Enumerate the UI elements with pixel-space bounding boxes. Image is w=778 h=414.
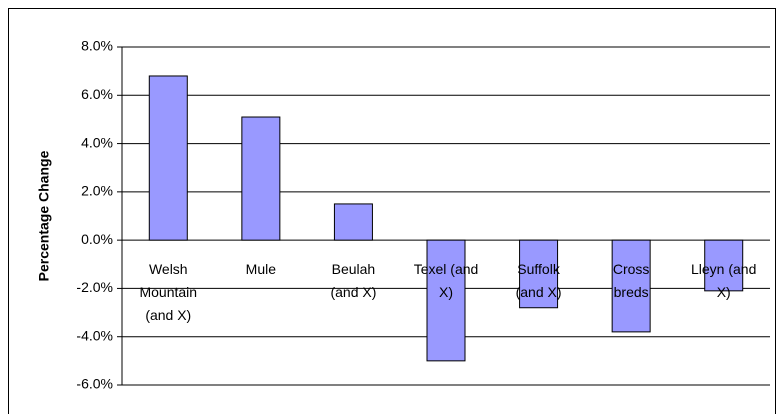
bar <box>148 75 188 241</box>
chart-frame <box>8 8 776 414</box>
x-tick-label: Lleyn (and X) <box>691 261 757 301</box>
x-tick-label: Texel (and X) <box>413 261 479 301</box>
x-tick-label: Beulah (and X) <box>330 261 377 301</box>
y-tick-label: 0.0% <box>81 231 113 247</box>
y-tick-label: -4.0% <box>76 327 113 343</box>
y-tick-label: 4.0% <box>81 134 113 150</box>
y-tick-label: -6.0% <box>76 376 113 392</box>
y-tick-label: -2.0% <box>76 279 113 295</box>
x-tick-label: Welsh Mountain (and X) <box>139 261 198 324</box>
bar <box>426 239 466 362</box>
bar <box>519 239 559 309</box>
x-tick-label: Cross breds <box>612 261 650 301</box>
bar <box>241 116 281 241</box>
y-axis-label: Percentage Change <box>36 150 52 281</box>
bar <box>704 239 744 292</box>
x-tick-label: Mule <box>245 261 277 278</box>
bar <box>333 203 373 241</box>
y-tick-label: 6.0% <box>81 86 113 102</box>
y-tick-label: 8.0% <box>81 38 113 54</box>
y-tick-label: 2.0% <box>81 183 113 199</box>
x-tick-label: Suffolk (and X) <box>515 261 562 301</box>
bar <box>611 239 651 333</box>
